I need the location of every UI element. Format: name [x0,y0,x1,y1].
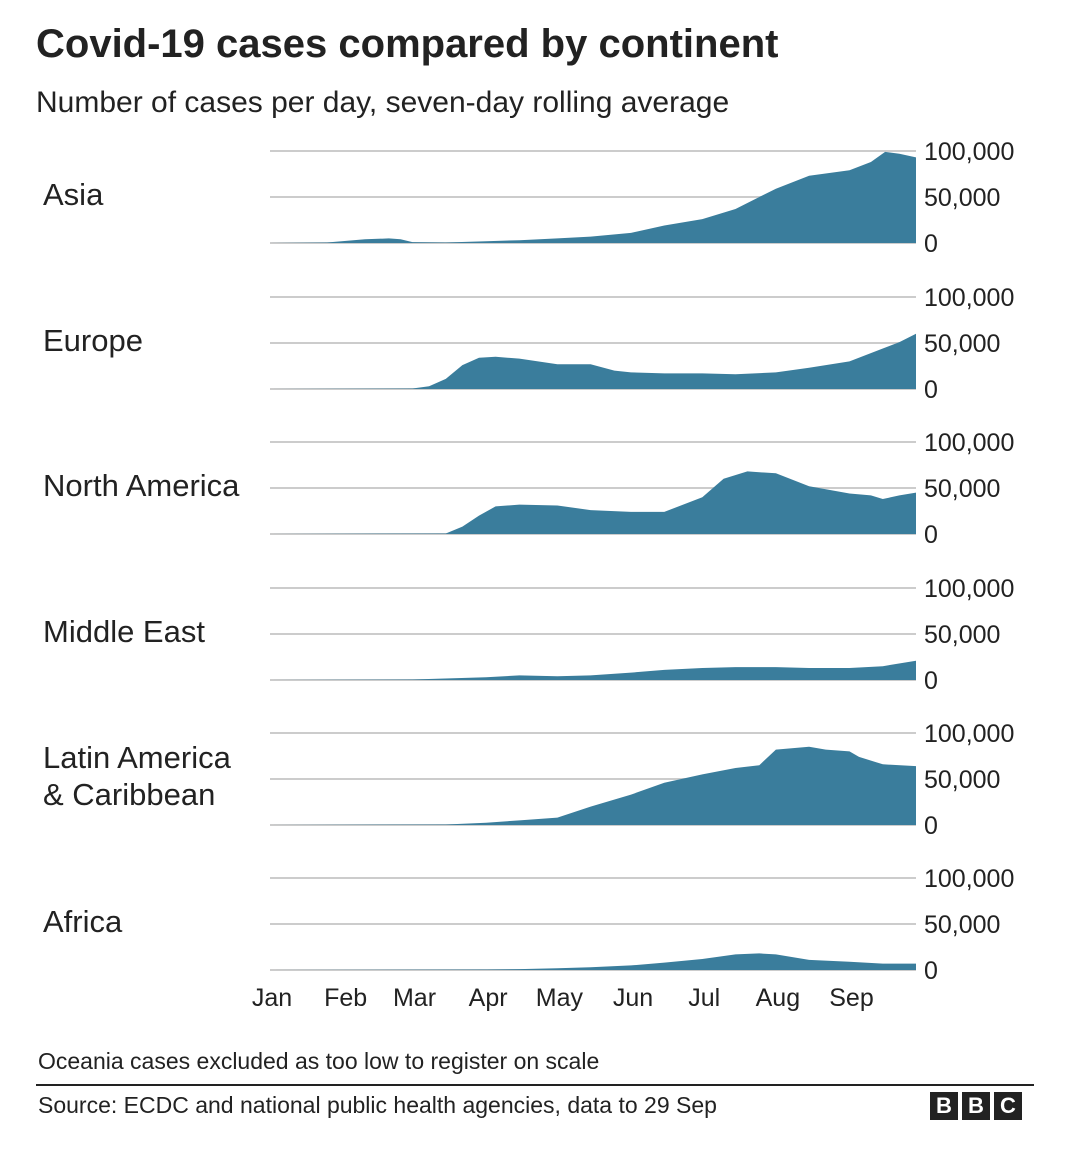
y-tick-label: 50,000 [924,475,1000,503]
x-tick-label: Sep [829,984,873,1012]
y-tick-label: 50,000 [924,766,1000,794]
y-tick-label: 0 [924,812,938,840]
y-tick-label: 50,000 [924,621,1000,649]
panel-label: Latin America [43,740,232,775]
area-series-asia [270,151,916,243]
area-series-africa [270,953,916,970]
panel-label: & Caribbean [43,777,215,812]
panel-label: North America [43,468,240,503]
x-tick-label: Apr [469,984,508,1012]
y-tick-label: 0 [924,376,938,404]
y-tick-label: 100,000 [924,575,1014,603]
footer-divider [36,1084,1034,1086]
chart-subtitle: Number of cases per day, seven-day rolli… [36,86,730,119]
y-tick-label: 0 [924,667,938,695]
x-tick-label: Jan [252,984,292,1012]
panel-label: Africa [43,904,123,939]
x-tick-label: Jun [613,984,653,1012]
y-tick-label: 100,000 [924,284,1014,312]
area-series-middle-east [270,660,916,680]
y-tick-label: 50,000 [924,184,1000,212]
panel-label: Europe [43,323,143,358]
panel-label: Middle East [43,614,205,649]
x-tick-label: Jul [688,984,720,1012]
bbc-logo: B B C [930,1092,1022,1120]
area-series-north-america [270,471,916,534]
chart-footnote: Oceania cases excluded as too low to reg… [38,1048,600,1074]
x-tick-label: Aug [756,984,800,1012]
panel-label: Asia [43,177,104,212]
area-series-europe [270,333,916,389]
y-tick-label: 100,000 [924,429,1014,457]
small-multiples-area-chart: 0 50,000 100,000 Asia 0 50,000 100,000 Europe 0 5… [43,138,1014,1012]
bbc-logo-letter: B [962,1092,990,1120]
bbc-logo-letter: C [994,1092,1022,1120]
x-tick-label: Feb [324,984,367,1012]
y-tick-label: 0 [924,521,938,549]
chart-title: Covid-19 cases compared by continent [36,22,779,66]
y-tick-label: 0 [924,957,938,985]
chart-source: Source: ECDC and national public health … [38,1092,717,1118]
y-tick-label: 50,000 [924,330,1000,358]
y-tick-label: 100,000 [924,865,1014,893]
y-tick-label: 50,000 [924,911,1000,939]
area-series-latin-america-caribbean [270,746,916,825]
y-tick-label: 100,000 [924,138,1014,166]
x-tick-label: May [536,984,584,1012]
y-tick-label: 0 [924,230,938,258]
bbc-logo-letter: B [930,1092,958,1120]
x-tick-label: Mar [393,984,436,1012]
y-tick-label: 100,000 [924,720,1014,748]
